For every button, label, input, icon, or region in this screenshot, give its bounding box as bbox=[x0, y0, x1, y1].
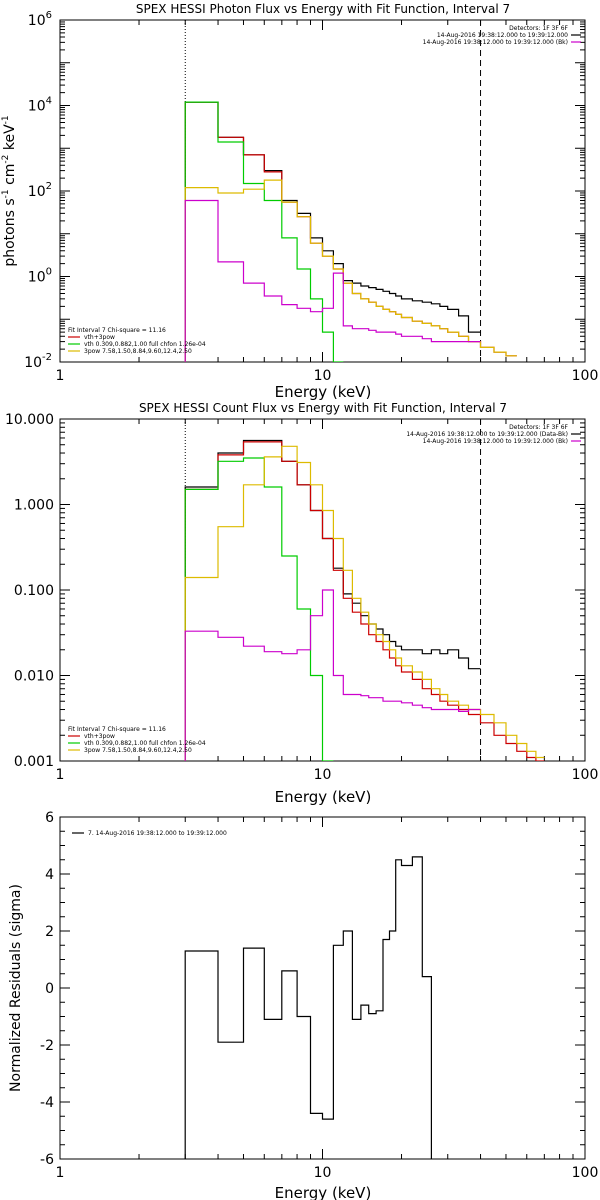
count-flux-marks: 1 10 100 0.001 0.010 0.100 1.000 10.000 Detector… bbox=[5, 412, 598, 783]
count-flux-legend-entry: 14-Aug-2016 19:38:12.000 to 19:39:12.000… bbox=[423, 438, 568, 445]
count-flux-title: SPEX HESSI Count Flux vs Energy with Fit… bbox=[139, 401, 507, 415]
count-flux-series-1 bbox=[184, 441, 545, 761]
count-flux-legend-entry: 3pow 7.58,1.50,8.84,9.60,12.4,2.50 bbox=[84, 747, 192, 754]
residuals-y-axis-label: Normalized Residuals (sigma) bbox=[8, 884, 24, 1092]
photon-flux-legend-entry: 14-Aug-2016 19:38:12.000 to 19:39:12.000 bbox=[437, 32, 568, 39]
y-tick-exponent: 0 bbox=[46, 267, 52, 278]
y-tick-exponent: 2 bbox=[46, 181, 52, 192]
photon-flux-title: SPEX HESSI Photon Flux vs Energy with Fi… bbox=[136, 2, 510, 16]
residuals-y-tick-label: -6 bbox=[40, 1152, 54, 1168]
count-flux-y-tick-label: 0.001 bbox=[14, 754, 54, 770]
residuals-y-tick-label: -2 bbox=[40, 1038, 54, 1054]
photon-flux-y-tick-label: 106 bbox=[28, 10, 52, 29]
count-flux-x-axis-label: Energy (keV) bbox=[275, 788, 372, 806]
count-flux-legend-entry: 14-Aug-2016 19:38:12.000 to 19:39:12.000… bbox=[406, 431, 568, 438]
photon-flux-x-tick-label: 1 bbox=[56, 368, 65, 384]
count-flux-legend-entry: Detectors: 1F 3F 6F bbox=[509, 424, 568, 431]
photon-flux-series-1 bbox=[184, 101, 517, 362]
residuals-series-0 bbox=[184, 856, 432, 1159]
residuals-y-tick-label: 2 bbox=[45, 924, 54, 940]
photon-flux-legend-entry: Fit Interval 7 Chi-square = 11.16 bbox=[68, 327, 166, 334]
y-tick-base: 10 bbox=[28, 270, 46, 286]
residuals-y-tick-label: 0 bbox=[45, 981, 54, 997]
residuals-y-tick-label: 4 bbox=[45, 867, 54, 883]
y-tick-base: 10 bbox=[28, 13, 46, 29]
photon-flux-y-axis-label: photons s-1 cm-2 keV-1 bbox=[1, 115, 18, 266]
residuals-y-tick-label: 6 bbox=[45, 810, 54, 826]
photon-flux-series-0 bbox=[184, 101, 481, 362]
y-tick-exponent: 6 bbox=[46, 10, 52, 21]
ylabel-exp-3: -1 bbox=[1, 115, 11, 124]
y-tick-base: 10 bbox=[28, 99, 46, 115]
residuals-legend-entry: 7. 14-Aug-2016 19:38:12.000 to 19:39:12.… bbox=[88, 830, 227, 837]
ylabel-part-2: cm bbox=[2, 164, 18, 190]
residuals-x-tick-label: 100 bbox=[572, 1165, 599, 1181]
count-flux-y-tick-label: 0.010 bbox=[14, 669, 54, 685]
residuals-marks: 1 10 100 -6 -4 -2 0 2 4 6 7. 14-Aug-2016 19:38:12.… bbox=[40, 810, 598, 1181]
residuals-data bbox=[184, 856, 432, 1159]
count-flux-y-tick-label: 0.100 bbox=[14, 583, 54, 599]
photon-flux-legend-entry: Detectors: 1F 3F 6F bbox=[509, 25, 568, 32]
photon-flux-legend-entry: 3pow 7.58,1.50,8.84,9.60,12.4,2.50 bbox=[84, 348, 192, 355]
count-flux-legend-entry: Fit Interval 7 Chi-square = 11.16 bbox=[68, 726, 166, 733]
photon-flux-y-tick-label: 100 bbox=[28, 267, 52, 286]
photon-flux-y-tick-label: 104 bbox=[28, 96, 52, 115]
residuals-x-axis-label: Energy (keV) bbox=[275, 1184, 372, 1200]
y-tick-exponent: -2 bbox=[42, 352, 52, 363]
photon-flux-legend-entry: vth 0.309,0.882,1.00 full chfon 1.26e-04 bbox=[84, 341, 206, 348]
photon-flux-x-tick-label: 10 bbox=[314, 368, 332, 384]
y-tick-exponent: 4 bbox=[46, 96, 52, 107]
count-flux-x-tick-label: 10 bbox=[314, 767, 332, 783]
ylabel-part-3: keV bbox=[2, 124, 18, 155]
count-flux-legend-entry: vth+3pow bbox=[84, 733, 115, 740]
photon-flux-data bbox=[184, 101, 517, 362]
residuals-plot-frame bbox=[59, 816, 586, 1160]
ylabel-part-1: photons s bbox=[2, 198, 18, 266]
count-flux-x-tick-label: 100 bbox=[572, 767, 599, 783]
photon-flux-y-tick-label: 10-2 bbox=[24, 352, 52, 371]
count-flux-x-tick-label: 1 bbox=[56, 767, 65, 783]
photon-flux-series-4 bbox=[184, 199, 481, 362]
photon-flux-x-tick-label: 100 bbox=[572, 368, 599, 384]
count-flux-legend-entry: vth 0.309,0.882,1.00 full chfon 1.26e-04 bbox=[84, 740, 206, 747]
y-tick-base: 10 bbox=[24, 355, 42, 371]
photon-flux-legend-entry: vth+3pow bbox=[84, 334, 115, 341]
count-flux-series-2 bbox=[184, 457, 334, 761]
count-flux-series-4 bbox=[184, 589, 481, 761]
photon-flux-panel: SPEX HESSI Photon Flux vs Energy with Fi… bbox=[1, 2, 598, 401]
count-flux-series-3 bbox=[184, 445, 545, 761]
residuals-x-tick-label: 10 bbox=[314, 1165, 332, 1181]
count-flux-data bbox=[184, 439, 545, 761]
count-flux-panel: SPEX HESSI Count Flux vs Energy with Fit… bbox=[5, 401, 598, 806]
residuals-x-tick-label: 1 bbox=[56, 1165, 65, 1181]
y-tick-base: 10 bbox=[28, 184, 46, 200]
residuals-y-tick-label: -4 bbox=[40, 1095, 54, 1111]
residuals-panel: 1 10 100 -6 -4 -2 0 2 4 6 7. 14-Aug-2016 19:38:12.… bbox=[8, 810, 598, 1200]
photon-flux-y-tick-label: 102 bbox=[28, 181, 52, 200]
ylabel-exp-1: -1 bbox=[1, 189, 11, 198]
count-flux-y-tick-label: 1.000 bbox=[14, 498, 54, 514]
count-flux-y-tick-label: 10.000 bbox=[5, 412, 54, 428]
photon-flux-series-3 bbox=[184, 179, 517, 362]
photon-flux-x-axis-label: Energy (keV) bbox=[275, 383, 372, 401]
ylabel-exp-2: -2 bbox=[1, 155, 11, 164]
photon-flux-series-2 bbox=[184, 101, 344, 362]
photon-flux-legend-entry: 14-Aug-2016 19:38:12.000 to 19:39:12.000… bbox=[423, 39, 568, 46]
